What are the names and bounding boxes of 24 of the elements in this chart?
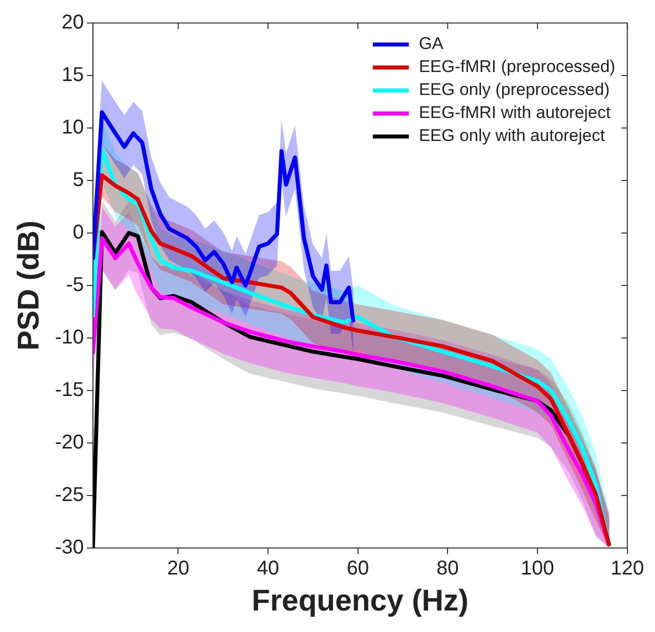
y-tick-label: 20 <box>62 12 84 34</box>
y-axis-title: PSD (dB) <box>12 220 46 350</box>
y-tick-label: 10 <box>62 116 84 139</box>
legend-label: GA <box>418 34 444 54</box>
x-tick-label: 120 <box>610 558 644 580</box>
y-tick-label: -20 <box>55 432 84 454</box>
y-tick-label: 5 <box>72 169 84 192</box>
y-tick-label: -5 <box>66 274 84 296</box>
x-tick-label: 100 <box>520 558 554 580</box>
legend-label: EEG only with autoreject <box>418 126 606 146</box>
x-tick-label: 60 <box>346 558 369 580</box>
y-tick-label: 15 <box>62 64 84 86</box>
y-tick-label: -25 <box>55 484 84 506</box>
x-tick-label: 20 <box>167 558 190 580</box>
x-axis-title: Frequency (Hz) <box>252 584 468 618</box>
legend-label: EEG only (preprocessed) <box>418 80 610 100</box>
legend-label: EEG-fMRI (preprocessed) <box>418 57 616 76</box>
y-tick-label: -30 <box>55 536 84 559</box>
y-tick-label: -15 <box>55 379 84 402</box>
y-tick-label: 0 <box>72 222 84 244</box>
y-tick-label: -10 <box>55 326 84 349</box>
x-tick-label: 40 <box>256 558 280 580</box>
legend-label: EEG-fMRI with autoreject <box>418 103 611 122</box>
x-tick-label: 80 <box>436 558 459 580</box>
